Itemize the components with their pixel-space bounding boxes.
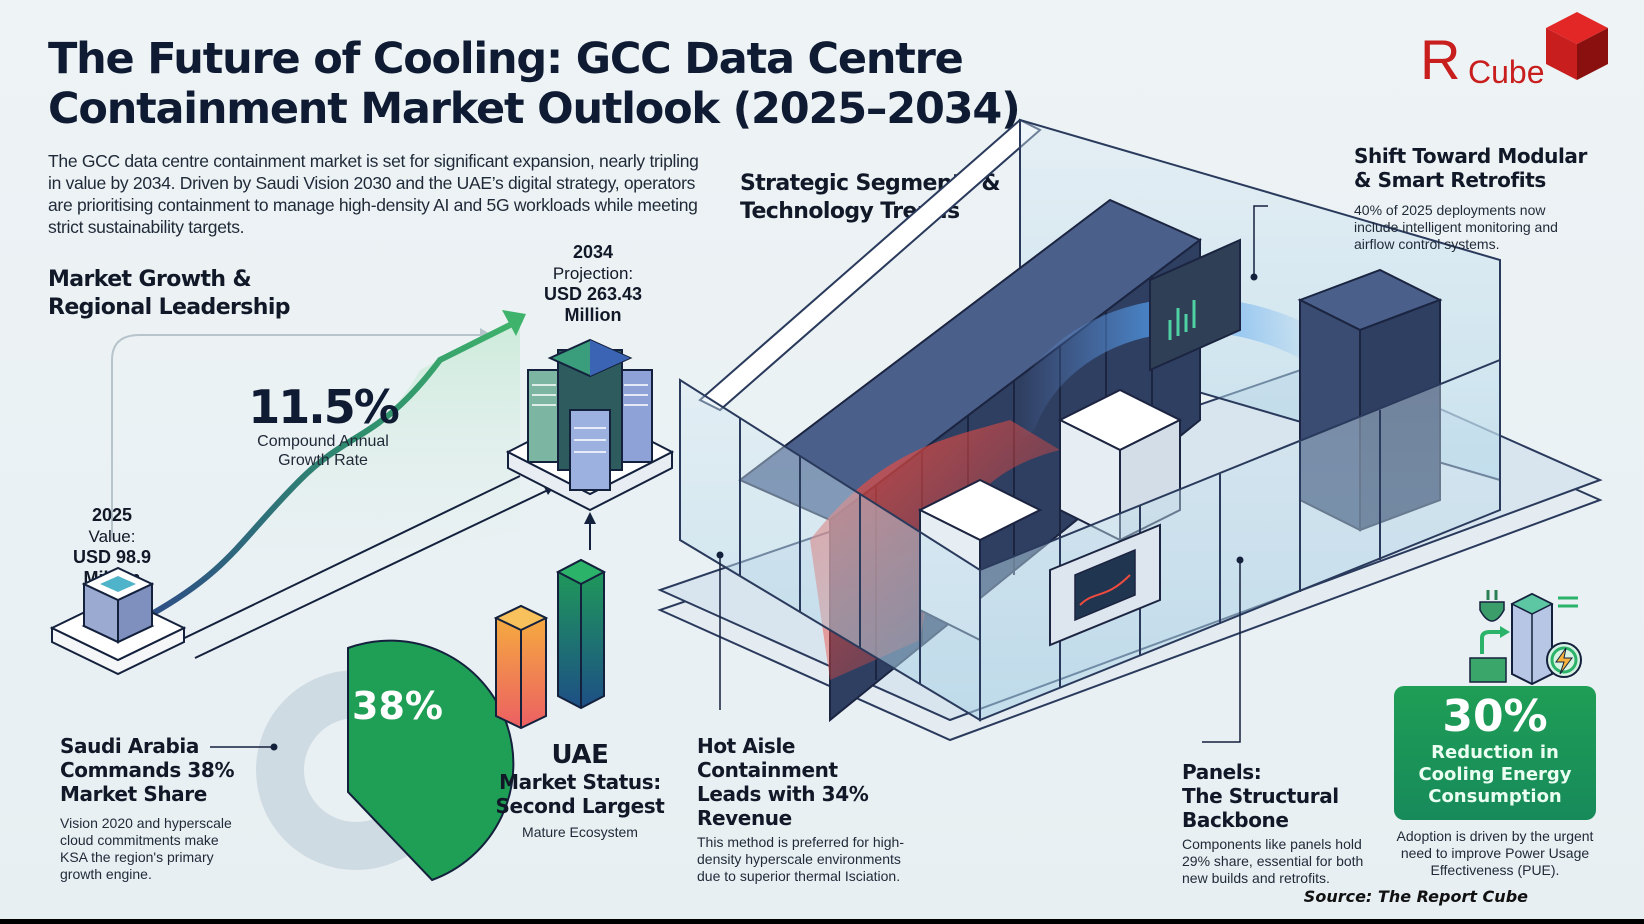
uae-heading-line1: UAE — [551, 740, 609, 770]
title-line-1: The Future of Cooling: GCC Data Centre — [48, 34, 964, 84]
modular-callout: Shift Toward Modular & Smart Retrofits 4… — [1354, 144, 1614, 253]
start-value-caption: Value: — [88, 527, 136, 546]
panels-heading: Panels: The Structural Backbone — [1182, 760, 1387, 832]
monitoring-screen — [1149, 238, 1241, 372]
intro-paragraph: The GCC data centre containment market i… — [48, 151, 699, 237]
market-growth-heading-line1: Market Growth & — [48, 267, 252, 292]
uae-heading-line3: Second Largest — [495, 794, 665, 818]
saudi-body: Vision 2020 and hyperscale cloud commitm… — [60, 815, 232, 882]
uae-body: Mature Ecosystem — [522, 824, 638, 840]
panels-callout: Panels: The Structural Backbone Componen… — [1182, 760, 1387, 887]
logo-mark: Я — [1420, 28, 1461, 91]
server-cluster-icon — [505, 338, 675, 512]
energy-label-line3: Consumption — [1428, 786, 1562, 807]
data-centre-containment-illustration — [657, 118, 1603, 743]
uae-callout: UAE Market Status: Second Largest Mature… — [480, 740, 680, 841]
cagr-label-1: Compound Annual — [257, 433, 389, 450]
control-panel — [1049, 523, 1161, 647]
energy-reduction-value: 30% — [1442, 691, 1548, 742]
end-value-unit: Million — [564, 305, 622, 325]
modular-heading-line2: & Smart Retrofits — [1354, 168, 1546, 192]
market-growth-heading: Market Growth & Regional Leadership — [48, 266, 291, 322]
start-value-amount: USD 98.9 — [72, 547, 152, 567]
end-value-amount: USD 263.43 — [543, 284, 643, 304]
energy-body: Adoption is driven by the urgent need to… — [1396, 828, 1594, 878]
saudi-heading-line3: Market Share — [60, 782, 207, 806]
hot-aisle-callout: Hot Aisle Containment Leads with 34% Rev… — [697, 734, 917, 885]
end-value-label: 2034 Projection: USD 263.43 Million — [520, 242, 666, 326]
cagr-label-2: Growth Rate — [278, 452, 368, 469]
small-server-icon — [49, 566, 187, 676]
modular-body: 40% of 2025 deployments now include inte… — [1354, 202, 1558, 252]
cagr-stat: 11.5% Compound Annual Growth Rate — [238, 382, 408, 470]
energy-efficiency-icon — [1469, 590, 1582, 686]
red-cube-icon — [1546, 12, 1608, 80]
uae-heading-line2: Market Status: — [499, 770, 661, 794]
saudi-heading: Saudi Arabia Commands 38% Market Share — [60, 734, 260, 806]
hot-aisle-heading-line4: Revenue — [697, 806, 792, 830]
modular-heading: Shift Toward Modular & Smart Retrofits — [1354, 144, 1614, 192]
energy-label-line2: Cooling Energy — [1418, 764, 1572, 785]
logo-text: Cube — [1468, 54, 1545, 90]
rcube-logo: Я Cube — [1420, 8, 1620, 91]
end-value-caption: Projection: — [552, 264, 634, 283]
market-growth-heading-line2: Regional Leadership — [48, 295, 291, 320]
panels-heading-line3: Backbone — [1182, 808, 1289, 832]
energy-reduction-card: 30% Reduction in Cooling Energy Consumpt… — [1394, 686, 1596, 820]
modular-heading-line1: Shift Toward Modular — [1354, 144, 1587, 168]
saudi-share-donut — [256, 639, 515, 882]
panels-heading-line2: The Structural — [1182, 784, 1339, 808]
hot-aisle-heading-line1: Hot Aisle — [697, 734, 796, 758]
saudi-connector-line — [210, 743, 278, 751]
start-year: 2025 — [91, 505, 133, 525]
growth-chart-graphic — [111, 310, 596, 659]
cagr-value: 11.5% — [248, 380, 400, 434]
hot-aisle-heading: Hot Aisle Containment Leads with 34% Rev… — [697, 734, 917, 830]
panels-heading-line1: Panels: — [1182, 760, 1262, 784]
saudi-heading-line2: Commands 38% — [60, 758, 235, 782]
uae-bars-icon — [493, 558, 607, 730]
hot-aisle-body: This method is preferred for high-densit… — [697, 834, 904, 884]
hot-aisle-heading-line3: Leads with 34% — [697, 782, 869, 806]
panels-body: Components like panels hold 29% share, e… — [1182, 836, 1364, 886]
saudi-share-value: 38% — [352, 684, 443, 728]
title-line-2: Containment Market Outlook (2025–2034) — [48, 84, 1021, 134]
end-year: 2034 — [572, 242, 614, 262]
energy-label-line1: Reduction in — [1431, 742, 1559, 763]
page-title: The Future of Cooling: GCC Data Centre C… — [48, 34, 1021, 134]
hot-aisle-heading-line2: Containment — [697, 758, 838, 782]
saudi-heading-line1: Saudi Arabia — [60, 734, 199, 758]
source-credit: Source: The Report Cube — [1303, 887, 1528, 906]
